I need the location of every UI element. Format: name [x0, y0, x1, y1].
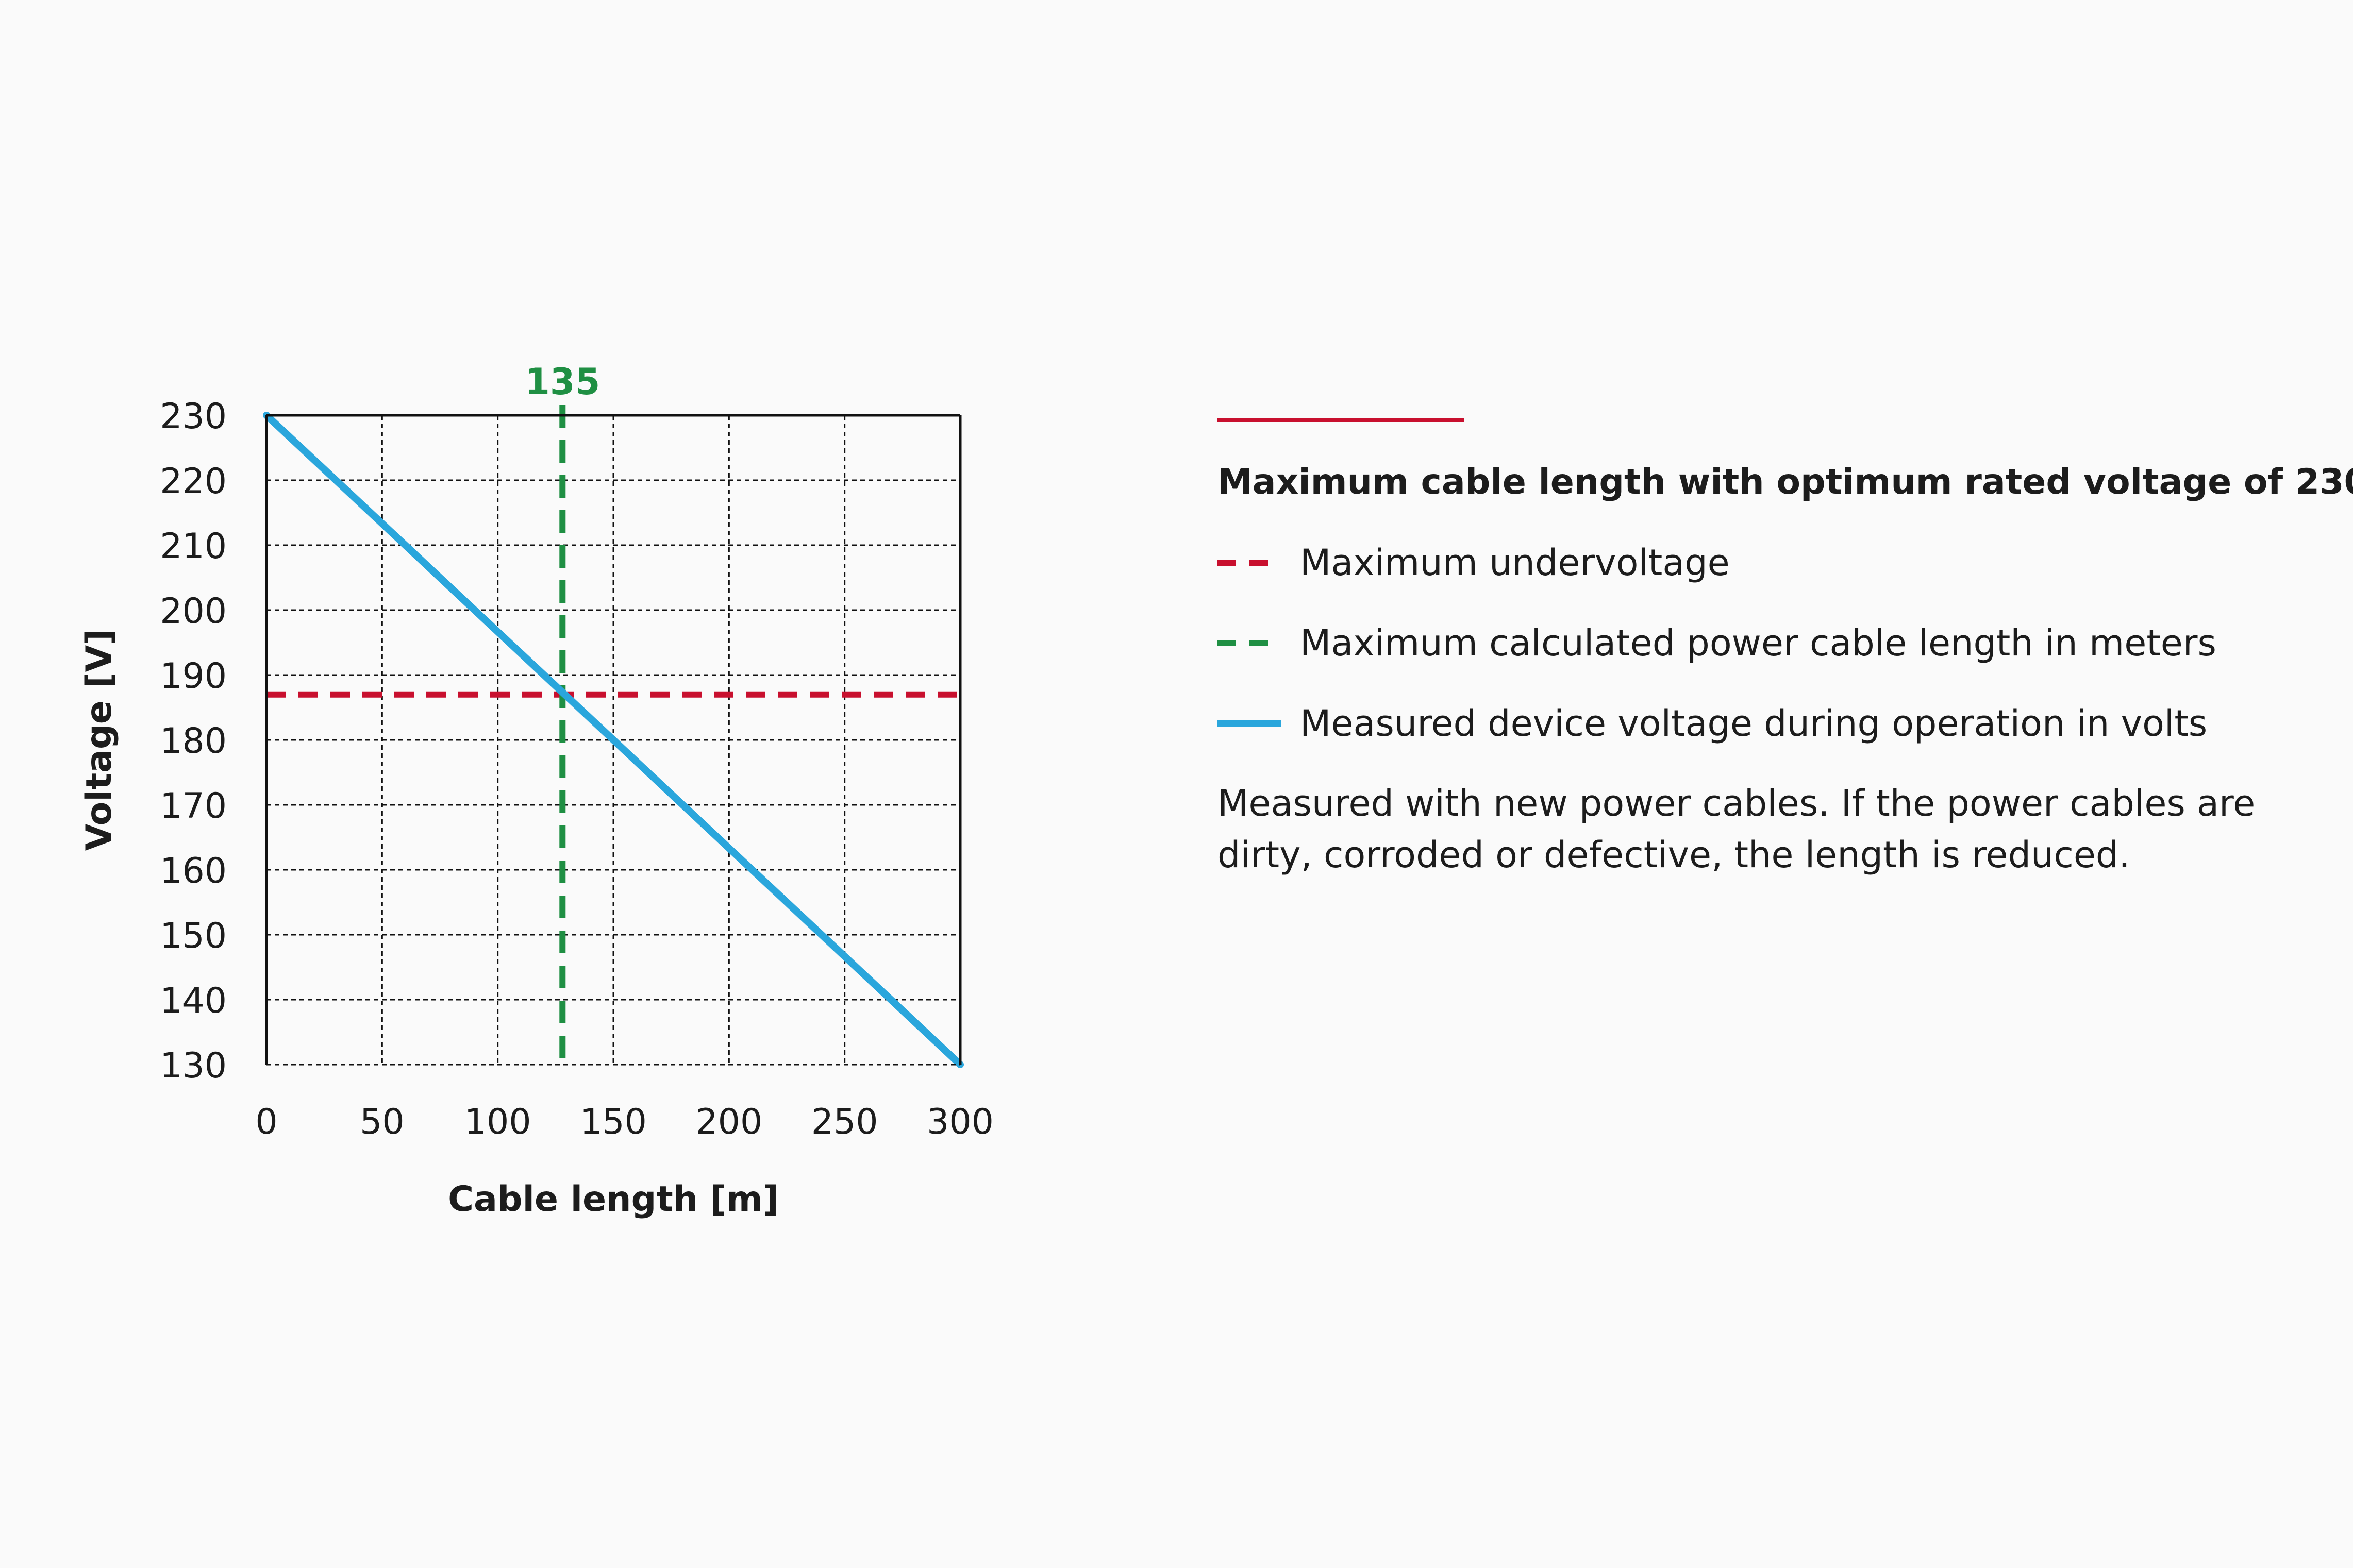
y-tick-label: 230	[160, 396, 227, 437]
legend-item-measured-voltage: Measured device voltage during operation…	[1217, 700, 2300, 747]
x-tick-label: 300	[927, 1102, 994, 1142]
y-tick-label: 200	[160, 591, 227, 632]
series	[263, 412, 964, 1068]
y-axis-title: Voltage [V]	[79, 629, 120, 851]
dashed-red-line-icon	[1217, 560, 1281, 566]
legend-note: Measured with new power cables. If the p…	[1217, 782, 2256, 876]
x-axis-title: Cable length [m]	[448, 1179, 779, 1220]
measured-voltage-line	[263, 412, 964, 1068]
cable-length-value-label: 135	[525, 361, 600, 403]
y-tick-label: 220	[160, 461, 227, 502]
dashed-green-line-icon	[1217, 640, 1281, 646]
legend-item-undervoltage: Maximum undervoltage	[1217, 539, 2300, 586]
labels: 135 130 140 150 160 170 180 190 200 210 220 230 0 50 1…	[79, 361, 994, 1220]
y-tick-label: 160	[160, 851, 227, 891]
x-tick-label: 100	[464, 1102, 531, 1142]
x-tick-label: 0	[255, 1102, 277, 1142]
y-tick-label: 130	[160, 1046, 227, 1086]
x-tick-label: 250	[811, 1102, 878, 1142]
x-tick-label: 50	[360, 1102, 405, 1142]
x-tick-label: 200	[695, 1102, 762, 1142]
legend-item-cable-length: Maximum calculated power cable length in…	[1217, 620, 2300, 666]
x-tick-label: 150	[580, 1102, 647, 1142]
axes	[265, 414, 962, 1066]
y-tick-label: 140	[160, 981, 227, 1021]
legend-item-label: Maximum calculated power cable length in…	[1300, 622, 2217, 664]
legend-accent-rule	[1217, 418, 1464, 422]
y-tick-label: 190	[160, 656, 227, 697]
legend-item-label: Measured device voltage during operation…	[1300, 702, 2208, 745]
y-tick-label: 150	[160, 916, 227, 956]
reference-lines	[266, 405, 960, 1065]
y-tick-label: 170	[160, 786, 227, 827]
legend: Maximum cable length with optimum rated …	[1217, 418, 2353, 881]
y-tick-label: 180	[160, 721, 227, 762]
legend-title: Maximum cable length with optimum rated …	[1217, 462, 2353, 502]
grid	[266, 415, 960, 1065]
solid-blue-line-icon	[1217, 720, 1281, 727]
y-tick-label: 210	[160, 526, 227, 567]
legend-item-label: Maximum undervoltage	[1300, 542, 1730, 584]
